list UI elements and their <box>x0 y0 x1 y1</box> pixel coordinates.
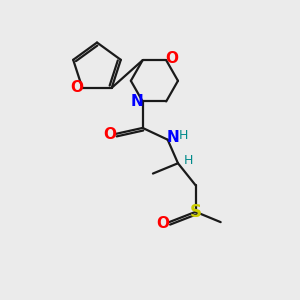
Text: H: H <box>178 129 188 142</box>
Text: N: N <box>131 94 144 109</box>
Text: O: O <box>70 80 83 95</box>
Text: O: O <box>156 216 169 231</box>
Text: O: O <box>103 127 116 142</box>
Text: S: S <box>190 203 202 221</box>
Text: N: N <box>167 130 179 145</box>
Text: O: O <box>165 51 178 66</box>
Text: H: H <box>184 154 193 167</box>
